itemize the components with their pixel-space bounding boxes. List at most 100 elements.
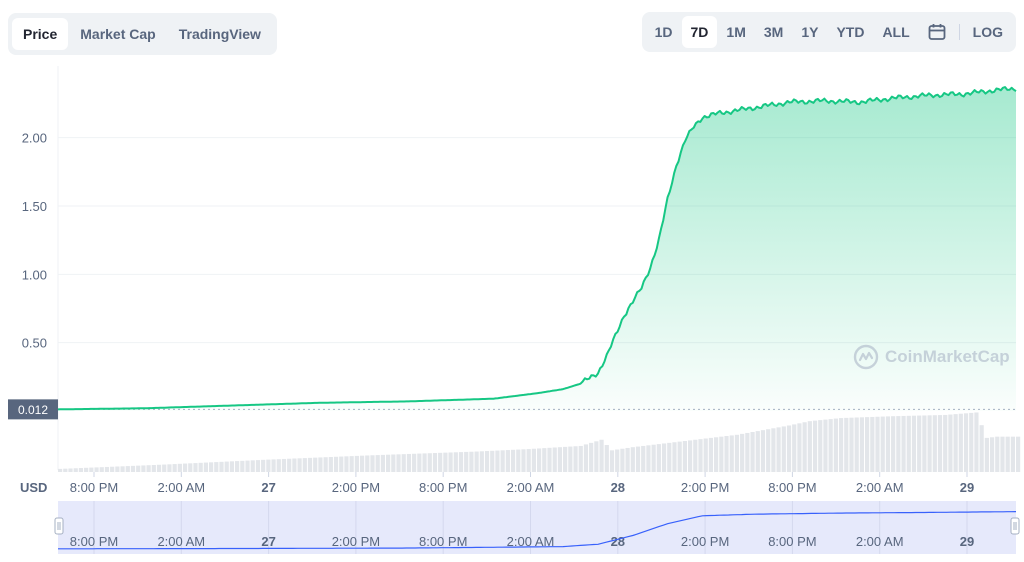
volume-bar: [807, 421, 812, 472]
volume-bar: [740, 433, 745, 472]
price-area: [57, 86, 1017, 411]
navigator-tick-label: 8:00 PM: [70, 534, 118, 549]
x-axis: 8:00 PM 2:00 AM 27 2:00 PM 8:00 PM 2:00 AM 28 2…: [70, 472, 974, 495]
volume-bar: [542, 448, 547, 472]
y-tick-label: 2.00: [22, 131, 47, 146]
volume-bar: [510, 449, 516, 472]
range-all[interactable]: ALL: [882, 24, 910, 40]
volume-bar: [292, 458, 297, 472]
x-tick-label: 2:00 PM: [681, 480, 729, 495]
volume-bar: [516, 449, 521, 472]
volume-bar: [833, 418, 838, 472]
navigator-tick-label: 8:00 PM: [419, 534, 467, 549]
volume-bar: [73, 468, 78, 472]
volume-bar: [412, 453, 417, 472]
log-scale-toggle[interactable]: LOG: [972, 24, 1003, 40]
volume-bar: [854, 417, 859, 472]
volume-bar: [630, 447, 635, 472]
volume-bar: [620, 448, 625, 472]
volume-bar: [609, 450, 615, 472]
volume-bar: [271, 459, 276, 472]
volume-bar: [786, 425, 792, 472]
volume-bar: [885, 416, 891, 472]
volume-bar: [146, 465, 151, 472]
volume-bar: [344, 456, 349, 472]
volume-bar: [156, 464, 162, 472]
volume-bar: [99, 467, 104, 472]
volume-bar: [484, 451, 490, 472]
time-range-selector: 1D 7D 1M 3M 1Y YTD ALL LOG: [641, 12, 1016, 52]
volume-bar: [495, 450, 500, 472]
volume-bar: [672, 442, 677, 472]
volume-bar: [703, 438, 708, 472]
volume-bar: [84, 467, 89, 472]
volume-bar: [464, 451, 469, 472]
y-tick-label: 0.50: [22, 336, 47, 351]
coinmarketcap-logo-icon: [853, 344, 879, 370]
volume-bar: [302, 458, 307, 472]
volume-bar: [667, 442, 672, 472]
volume-bar: [151, 464, 156, 472]
volume-bar: [313, 457, 318, 472]
volume-bar: [427, 453, 432, 472]
volume-bar: [635, 446, 641, 472]
x-tick-label: 2:00 AM: [856, 480, 904, 495]
volume-bar: [734, 434, 740, 472]
tab-tradingview[interactable]: TradingView: [178, 26, 261, 42]
volume-bar: [922, 415, 927, 472]
calendar-icon[interactable]: [919, 16, 955, 48]
volume-bar: [354, 455, 359, 472]
x-tick-label: 8:00 PM: [419, 480, 467, 495]
chart-view-tabs: Price Market Cap TradingView: [8, 13, 277, 55]
volume-bar: [443, 452, 448, 472]
volume-bar: [693, 439, 698, 472]
navigator-line: [58, 511, 1017, 550]
volume-bar: [177, 463, 182, 472]
volume-bar: [880, 416, 885, 472]
navigator-right-handle[interactable]: [1010, 517, 1020, 535]
volume-bar: [505, 450, 510, 472]
volume-bar: [401, 454, 406, 472]
volume-bar: [391, 454, 396, 472]
range-1m[interactable]: 1M: [726, 24, 746, 40]
volume-bar: [875, 416, 880, 472]
volume-bar: [891, 416, 896, 472]
range-navigator: 8:00 PM 2:00 AM 27 2:00 PM 8:00 PM 2:00 AM 28 2…: [54, 501, 1020, 554]
volume-bar: [969, 412, 974, 472]
range-ytd[interactable]: YTD: [836, 24, 865, 40]
navigator-left-handle[interactable]: [54, 517, 64, 535]
currency-label: USD: [20, 480, 48, 495]
volume-bar: [526, 449, 531, 472]
volume-bar: [453, 452, 458, 472]
volume-bar: [110, 466, 115, 472]
volume-bar: [448, 452, 453, 472]
range-1d[interactable]: 1D: [654, 24, 673, 40]
volume-bar: [750, 432, 755, 472]
volume-bar: [1000, 436, 1005, 472]
price-line: [57, 86, 1017, 411]
current-price-badge: [8, 399, 58, 420]
range-7d[interactable]: 7D: [681, 16, 718, 48]
volume-bar: [766, 429, 771, 472]
volume-bar: [68, 468, 73, 472]
volume-bar: [63, 468, 68, 472]
volume-bar: [94, 467, 99, 472]
volume-bar: [771, 428, 776, 472]
volume-bar: [396, 454, 401, 472]
volume-bar: [531, 448, 536, 472]
range-1y[interactable]: 1Y: [801, 24, 819, 40]
y-axis: 0.50 1.00 1.50 2.00 0.012: [8, 131, 58, 420]
tab-market-cap[interactable]: Market Cap: [80, 26, 156, 42]
volume-bar: [479, 451, 484, 472]
volume-bar: [937, 415, 943, 472]
volume-bar: [714, 437, 719, 472]
volume-bar: [583, 444, 589, 472]
volume-bar: [89, 467, 94, 472]
volume-bar: [318, 457, 323, 472]
tab-price[interactable]: Price: [12, 18, 69, 50]
volume-bar: [432, 453, 438, 472]
volume-bar: [328, 456, 333, 472]
range-3m[interactable]: 3M: [763, 24, 784, 40]
volume-bar: [578, 445, 583, 472]
